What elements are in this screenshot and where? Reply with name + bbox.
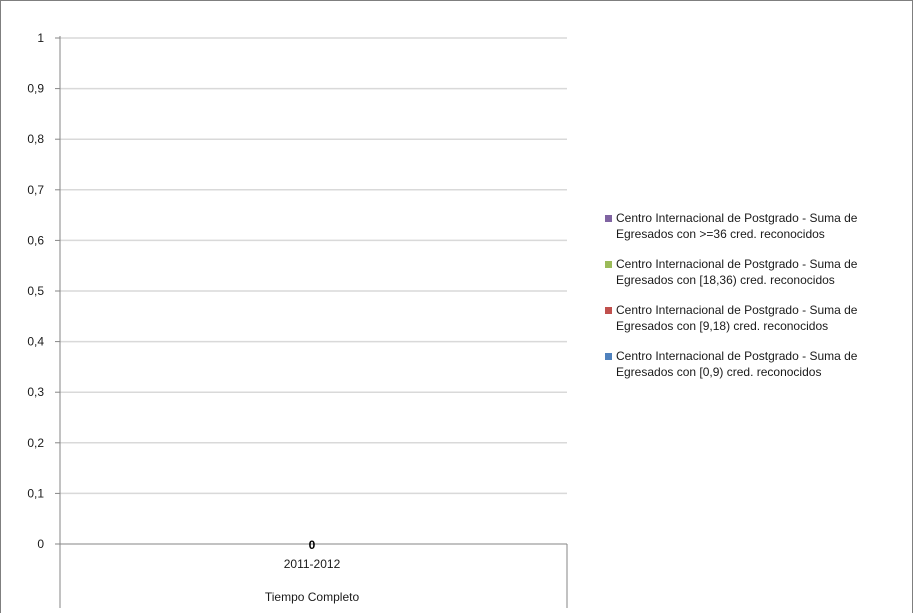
data-label: 0 (309, 538, 316, 552)
legend-label: Centro Internacional de Postgrado - Suma… (616, 303, 858, 333)
legend: Centro Internacional de Postgrado - Suma… (605, 210, 905, 394)
legend-swatch-purple (605, 215, 612, 222)
y-tick-label: 0,8 (27, 132, 44, 146)
gridlines (60, 37, 567, 495)
legend-item: Centro Internacional de Postgrado - Suma… (605, 210, 905, 242)
y-tick-label: 0,7 (27, 183, 44, 197)
y-axis-ticks: 0 0,1 0,2 0,3 0,4 0,5 0,6 0,7 0,8 0,9 1 (27, 31, 60, 551)
y-tick-label: 0,4 (27, 335, 44, 349)
legend-label: Centro Internacional de Postgrado - Suma… (616, 211, 858, 241)
legend-swatch-blue (605, 353, 612, 360)
y-tick-label: 0,1 (27, 486, 44, 500)
legend-swatch-red (605, 307, 612, 314)
legend-item: Centro Internacional de Postgrado - Suma… (605, 348, 905, 380)
legend-label: Centro Internacional de Postgrado - Suma… (616, 349, 858, 379)
y-tick-label: 0,6 (27, 233, 44, 247)
category-label: 2011-2012 (284, 557, 341, 571)
y-tick-label: 0,3 (27, 385, 44, 399)
y-tick-label: 1 (37, 31, 44, 45)
legend-item: Centro Internacional de Postgrado - Suma… (605, 302, 905, 334)
legend-label: Centro Internacional de Postgrado - Suma… (616, 257, 858, 287)
group-label: Tiempo Completo (265, 590, 360, 604)
y-tick-label: 0 (37, 537, 44, 551)
y-tick-label: 0,9 (27, 82, 44, 96)
y-tick-label: 0,2 (27, 436, 44, 450)
legend-item: Centro Internacional de Postgrado - Suma… (605, 256, 905, 288)
y-tick-label: 0,5 (27, 284, 44, 298)
legend-swatch-green (605, 261, 612, 268)
